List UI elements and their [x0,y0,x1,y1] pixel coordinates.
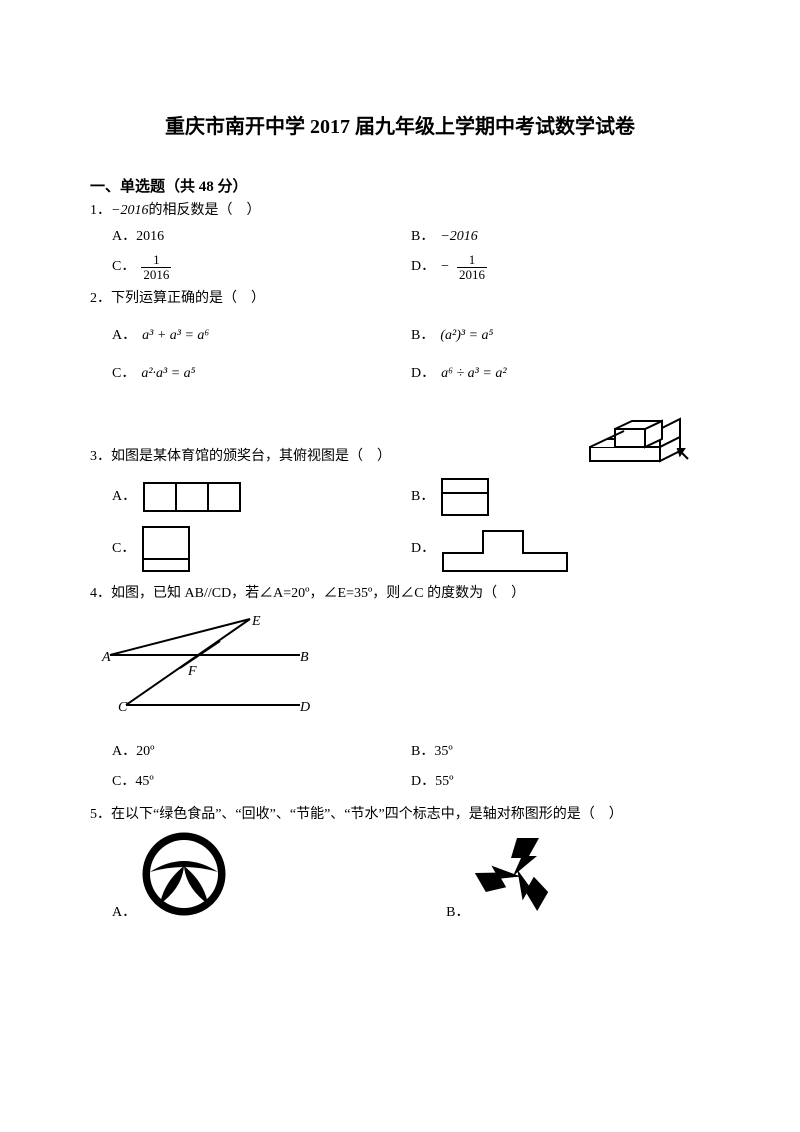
question-3: 3．如图是某体育馆的颁奖台，其俯视图是（ ） [90,399,710,577]
q4-c-text: C．45º [112,771,154,793]
q1-option-c: C． 1 2016 [112,252,411,282]
q4-label-c: C [118,700,128,715]
q4-a-text: A．20º [112,741,154,763]
q3-figure-podium [580,399,710,469]
question-1: 1．−2016的相反数是（ ） A．2016 B．−2016 C． 1 2016… [90,200,710,282]
q1-option-a: A．2016 [112,222,411,252]
q2-c-math: a²·a³ = a⁵ [141,363,195,385]
q1-d-fraction: 1 2016 [457,253,487,281]
q4-label-f: F [187,664,197,679]
q5-b-label: B． [446,902,469,924]
q3-option-a: A． [112,473,411,521]
q3-d-figure [441,525,571,573]
q1-c-fraction: 1 2016 [141,253,171,281]
question-4: 4．如图，已知 AB//CD，若∠A=20º，∠E=35º，则∠C 的度数为（ … [90,583,710,798]
q3-c-label: C． [112,538,135,560]
exam-title: 重庆市南开中学 2017 届九年级上学期中考试数学试卷 [90,110,710,139]
q5-b-logo-icon [475,832,559,924]
q4-label-d: D [299,700,310,715]
q1-a-text: A．2016 [112,226,164,248]
q5-a-label: A． [112,902,136,924]
q2-option-b: B． (a²)³ = a⁵ [411,317,710,355]
q4-label-b: B [300,650,309,665]
q3-b-label: B． [411,486,434,508]
q1-d-num: 1 [469,253,476,267]
q5-option-a: A． [112,832,226,924]
q4-label-e: E [251,614,261,629]
q1-d-den: 2016 [457,267,487,282]
q1-stem-pre: 1． [90,203,111,218]
q1-c-pre: C． [112,256,135,278]
q3-d-label: D． [411,538,435,560]
q2-c-pre: C． [112,363,135,385]
q2-d-math: a⁶ ÷ a³ = a² [441,363,506,385]
section-1-heading: 一、单选题（共 48 分） [90,175,710,196]
q2-b-pre: B． [411,325,434,347]
q4-option-c: C．45º [112,768,411,798]
q1-c-den: 2016 [141,267,171,282]
q3-a-label: A． [112,486,136,508]
q1-c-num: 1 [153,253,160,267]
q2-d-pre: D． [411,363,435,385]
q3-option-c: C． [112,521,411,577]
q4-figure: A B C D E F [100,613,710,731]
page: 重庆市南开中学 2017 届九年级上学期中考试数学试卷 一、单选题（共 48 分… [0,0,800,1132]
q3-c-figure [141,525,191,573]
q4-option-b: B．35º [411,738,710,768]
q1-b-val: −2016 [440,226,477,248]
q4-option-a: A．20º [112,738,411,768]
q2-b-math: (a²)³ = a⁵ [440,325,493,347]
q4-stem: 4．如图，已知 AB//CD，若∠A=20º，∠E=35º，则∠C 的度数为（ … [90,583,710,605]
q1-stem-post: 的相反数是（ ） [148,203,260,218]
q4-option-d: D．55º [411,768,710,798]
q3-b-figure [440,477,490,517]
q1-stem-value: −2016 [111,203,148,218]
q2-stem: 2．下列运算正确的是（ ） [90,288,710,310]
q3-a-figure [142,479,242,515]
q5-stem: 5．在以下“绿色食品”、“回收”、“节能”、“节水”四个标志中，是轴对称图形的是… [90,804,710,826]
q3-option-b: B． [411,473,710,521]
q2-option-d: D． a⁶ ÷ a³ = a² [411,355,710,393]
q5-option-b: B． [446,832,559,924]
q4-label-a: A [101,650,111,665]
q2-a-math: a³ + a³ = a⁶ [142,325,209,347]
question-2: 2．下列运算正确的是（ ） A． a³ + a³ = a⁶ B． (a²)³ = a… [90,288,710,392]
q4-d-text: D．55º [411,771,453,793]
q3-stem: 3．如图是某体育馆的颁奖台，其俯视图是（ ） [90,446,572,468]
q3-option-d: D． [411,521,710,577]
question-5: 5．在以下“绿色食品”、“回收”、“节能”、“节水”四个标志中，是轴对称图形的是… [90,804,710,925]
q1-b-pre: B． [411,226,434,248]
q4-b-text: B．35º [411,741,453,763]
q5-a-logo-icon [142,832,226,924]
q1-d-neg: − [441,256,449,278]
q2-option-a: A． a³ + a³ = a⁶ [112,317,411,355]
q2-a-pre: A． [112,325,136,347]
q1-option-b: B． −2016 [411,222,710,252]
q1-d-pre: D． [411,256,435,278]
q1-option-d: D． − 1 2016 [411,252,710,282]
q2-option-c: C． a²·a³ = a⁵ [112,355,411,393]
